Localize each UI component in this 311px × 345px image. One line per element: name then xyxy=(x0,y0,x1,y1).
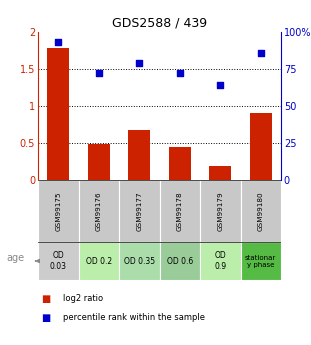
Bar xyxy=(78,242,119,280)
Bar xyxy=(200,180,240,242)
Bar xyxy=(160,180,200,242)
Bar xyxy=(88,145,110,180)
Bar xyxy=(78,180,119,242)
Bar xyxy=(169,147,191,180)
Text: GSM99176: GSM99176 xyxy=(96,191,102,231)
Bar xyxy=(200,242,240,280)
Point xyxy=(56,40,61,45)
Bar xyxy=(250,114,272,180)
Point xyxy=(137,60,142,66)
Text: GSM99180: GSM99180 xyxy=(258,191,264,231)
Title: GDS2588 / 439: GDS2588 / 439 xyxy=(112,17,207,29)
Text: GSM99177: GSM99177 xyxy=(136,191,142,231)
Bar xyxy=(47,48,69,180)
Text: GSM99179: GSM99179 xyxy=(217,191,223,231)
Point xyxy=(96,71,101,76)
Text: GSM99178: GSM99178 xyxy=(177,191,183,231)
Bar xyxy=(119,180,160,242)
Point xyxy=(258,50,263,56)
Text: GSM99175: GSM99175 xyxy=(55,191,61,231)
Text: OD 0.35: OD 0.35 xyxy=(124,256,155,266)
Bar xyxy=(240,242,281,280)
Bar xyxy=(240,180,281,242)
Point xyxy=(218,82,223,88)
Bar xyxy=(160,242,200,280)
Text: OD 0.2: OD 0.2 xyxy=(86,256,112,266)
Text: OD
0.03: OD 0.03 xyxy=(50,251,67,271)
Text: stationar
y phase: stationar y phase xyxy=(245,255,276,267)
Text: age: age xyxy=(6,253,24,263)
Bar xyxy=(38,180,78,242)
Bar xyxy=(119,242,160,280)
Text: OD 0.6: OD 0.6 xyxy=(167,256,193,266)
Text: log2 ratio: log2 ratio xyxy=(63,295,103,304)
Text: ■: ■ xyxy=(41,313,50,323)
Bar xyxy=(128,130,151,180)
Point xyxy=(177,71,182,76)
Bar xyxy=(209,166,231,180)
Text: percentile rank within the sample: percentile rank within the sample xyxy=(63,314,205,323)
Bar xyxy=(38,242,78,280)
Text: OD
0.9: OD 0.9 xyxy=(214,251,226,271)
Text: ■: ■ xyxy=(41,294,50,304)
